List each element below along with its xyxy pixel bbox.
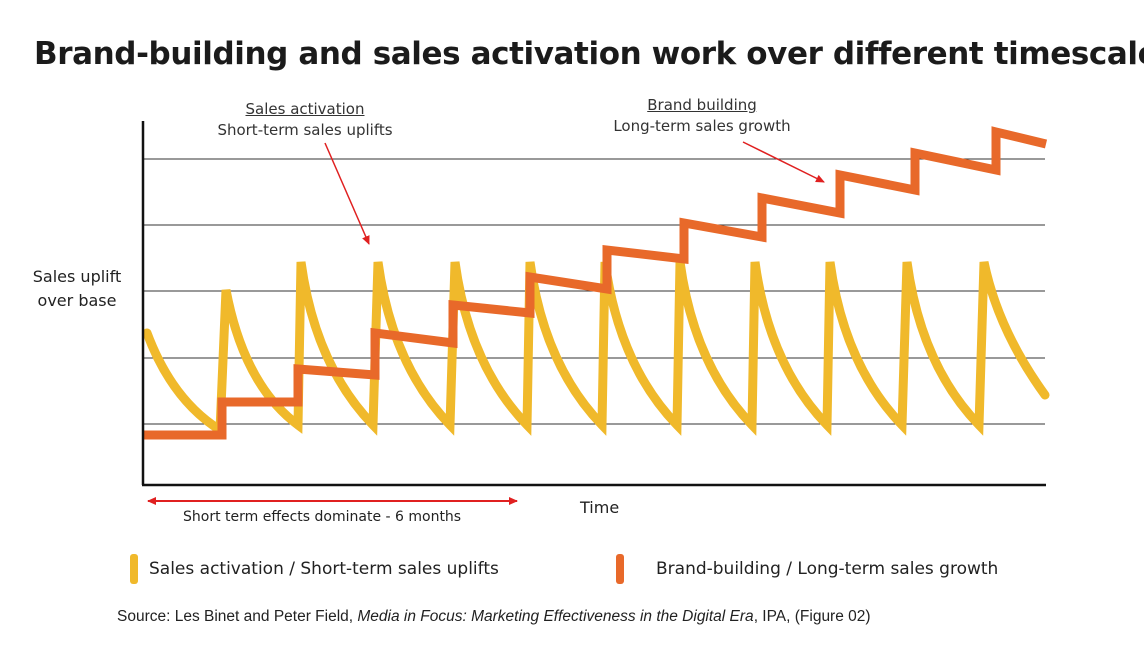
legend-item-sales-activation: Sales activation / Short-term sales upli… [130,554,499,584]
brand-building-arrow [742,141,825,183]
source-publication: Media in Focus: Marketing Effectiveness … [357,608,754,625]
legend-swatch-brand-building [616,554,624,584]
short-term-label: Short term effects dominate - 6 months [183,509,462,525]
sales-activation-text: Short-term sales uplifts [217,121,393,139]
source-note: Source: Les Binet and Peter Field, Media… [117,608,871,626]
source-suffix: , IPA, (Figure 02) [753,608,871,625]
brand-building-text: Long-term sales growth [613,117,791,135]
brand-building-line [143,126,1048,440]
legend-swatch-sales-activation [130,554,138,584]
source-prefix: Source: Les Binet and Peter Field, [117,608,358,625]
sales-activation-annotation: Sales activation Short-term sales uplift… [205,99,405,141]
chart-title: Brand-building and sales activation work… [34,36,1144,72]
y-axis-label-line1: Sales uplift [32,267,122,286]
sales-activation-arrow [324,142,370,245]
brand-building-annotation: Brand building Long-term sales growth [597,95,807,137]
sales-activation-heading: Sales activation [245,100,365,118]
y-axis-label: Sales uplift over base [22,265,132,313]
brand-building-heading: Brand building [647,96,757,114]
legend-label-sales-activation: Sales activation / Short-term sales upli… [149,559,499,579]
x-axis-label: Time [580,498,620,517]
legend-item-brand-building: Brand-building / Long-term sales growth [616,554,998,584]
legend-label-brand-building: Brand-building / Long-term sales growth [656,559,999,579]
y-axis-label-line2: over base [37,291,117,310]
